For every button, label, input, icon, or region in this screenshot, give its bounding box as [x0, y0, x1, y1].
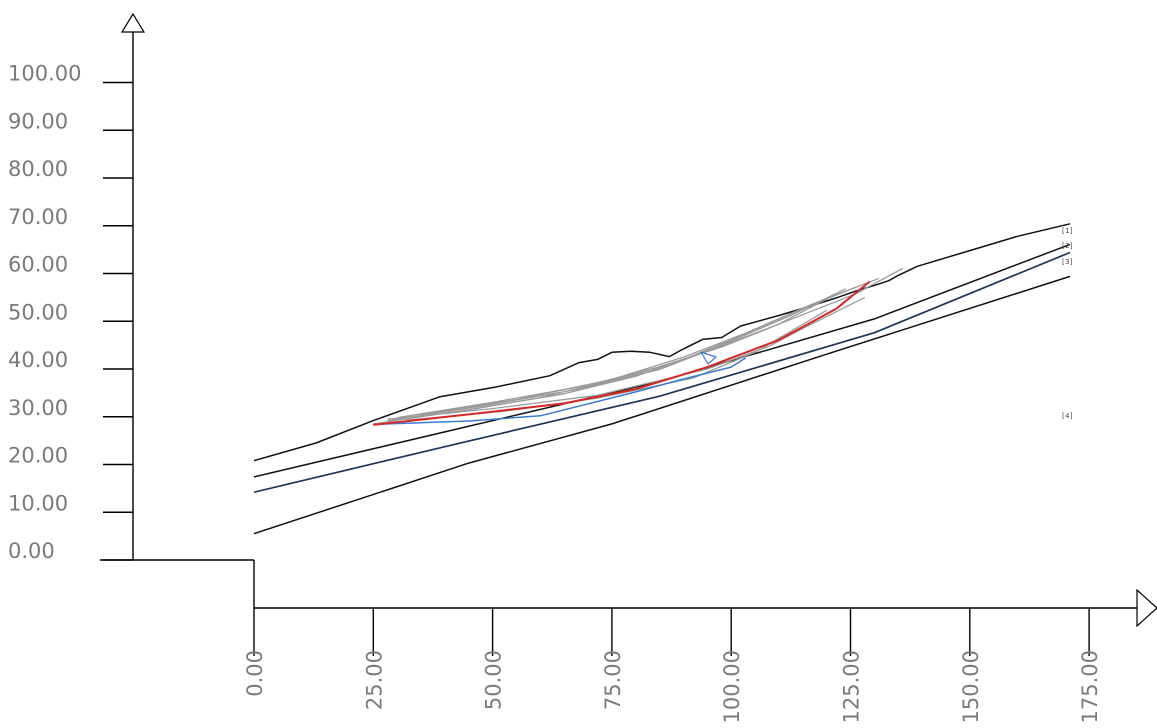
secondary-surface-line	[373, 357, 746, 426]
layer-label-2: [2]	[1061, 242, 1074, 250]
y-tick-label: 60.00	[8, 253, 68, 277]
marker-layer	[700, 351, 718, 365]
y-tick-label: 100.00	[8, 62, 81, 86]
trial-surface-line	[387, 296, 866, 420]
y-tick-label: 10.00	[8, 491, 68, 515]
y-tick-label: 0.00	[8, 539, 55, 563]
y-ticks: 0.00 10.00 20.00 30.00 40.00 50.00 60.00 70.00 8…	[8, 62, 133, 563]
y-tick-label: 80.00	[8, 157, 68, 181]
y-axis	[100, 12, 255, 608]
layer-3-line	[253, 251, 1071, 494]
y-tick-label: 90.00	[8, 109, 68, 133]
layer-label-3: [3]	[1061, 258, 1074, 266]
x-tick-label: 150.00	[959, 650, 983, 723]
y-axis-arrow	[120, 12, 146, 33]
x-tick-label: 0.00	[243, 650, 267, 697]
layer-2-line	[253, 243, 1071, 478]
x-tick-label: 25.00	[362, 650, 386, 710]
x-tick-label: 125.00	[840, 650, 864, 723]
critical-surface-line	[373, 280, 871, 426]
y-tick-label: 40.00	[8, 348, 68, 372]
x-ticks: 0.00 25.00 50.00 75.00 100.00 125.00 150.00 175…	[243, 608, 1102, 723]
x-tick-label: 175.00	[1078, 650, 1102, 723]
x-axis	[254, 588, 1157, 628]
ground-surface-line	[253, 223, 1071, 462]
trial-surface-line	[387, 288, 846, 422]
layer-label-1: [1]	[1061, 227, 1074, 235]
x-tick-label: 100.00	[720, 650, 744, 723]
y-tick-label: 50.00	[8, 300, 68, 324]
x-tick-label: 50.00	[482, 650, 506, 710]
y-tick-label: 30.00	[8, 396, 68, 420]
series-layer	[253, 223, 1071, 535]
critical-center-marker	[700, 351, 718, 365]
layer-label-4: [4]	[1061, 412, 1074, 420]
layer-4-line	[253, 275, 1071, 535]
x-tick-label: 75.00	[601, 650, 625, 710]
y-tick-label: 70.00	[8, 205, 68, 229]
layer-labels: [1] [2] [3] [4]	[1061, 227, 1074, 420]
trial-surface-line	[420, 277, 880, 416]
trial-surface-line	[397, 286, 856, 419]
y-tick-label: 20.00	[8, 444, 68, 468]
x-axis-arrow	[1136, 588, 1157, 628]
trial-surface-line	[373, 293, 837, 425]
